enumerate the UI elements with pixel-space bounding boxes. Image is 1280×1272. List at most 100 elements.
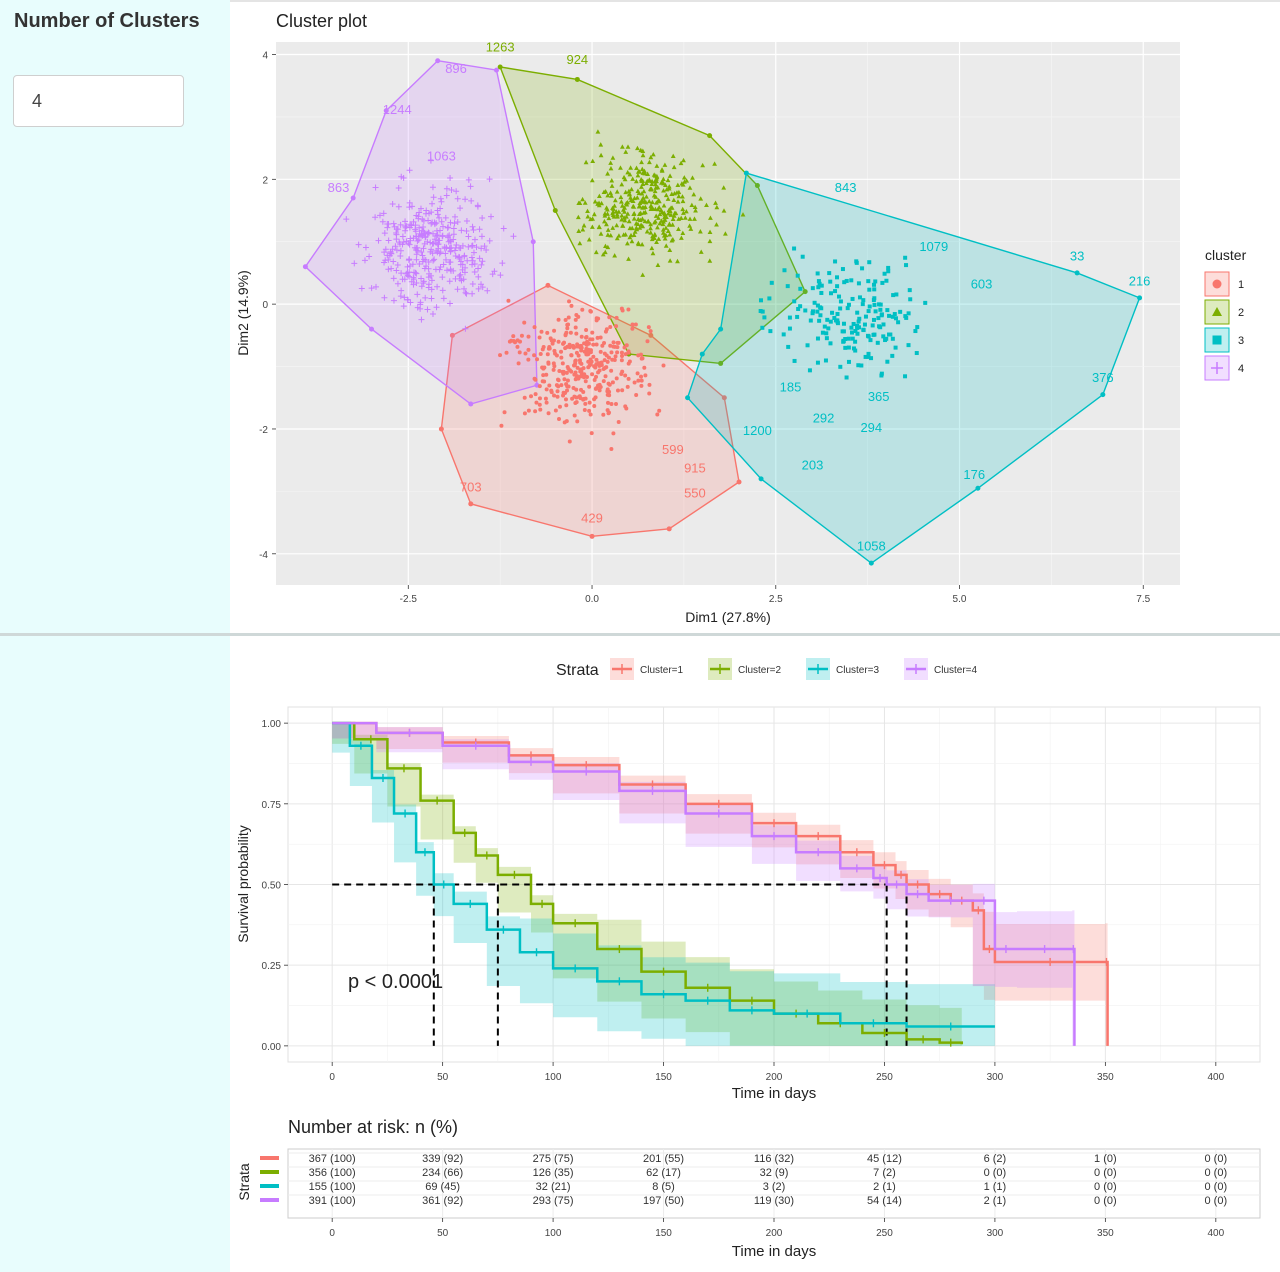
cluster-point-4 xyxy=(463,290,470,297)
cluster-point-1 xyxy=(532,325,537,330)
cluster-point-3 xyxy=(823,358,828,363)
cluster-point-4 xyxy=(419,227,426,234)
cluster-point-3 xyxy=(810,286,815,291)
cluster-point-3 xyxy=(870,323,875,328)
cluster-point-4 xyxy=(410,281,417,288)
cluster-point-2 xyxy=(625,169,631,175)
cluster-point-3 xyxy=(828,319,833,324)
cluster-point-4 xyxy=(390,275,397,282)
cluster-point-4 xyxy=(389,200,396,207)
cluster-point-1 xyxy=(607,410,612,415)
cluster-point-3 xyxy=(786,344,791,349)
num-clusters-input[interactable] xyxy=(13,75,184,127)
cluster-point-3 xyxy=(866,351,871,356)
cluster-point-4 xyxy=(473,244,480,251)
cluster-point-1 xyxy=(541,344,546,349)
cluster-point-1 xyxy=(537,402,542,407)
cluster-y-tick-label: -4 xyxy=(259,550,268,561)
cluster-point-1 xyxy=(566,322,571,327)
cluster-point-1 xyxy=(600,343,605,348)
cluster-point-1 xyxy=(615,340,620,345)
cluster-hull-vertex xyxy=(589,533,595,539)
cluster-point-3 xyxy=(879,313,884,318)
cluster-point-4 xyxy=(497,272,504,279)
cluster-point-4 xyxy=(410,218,417,225)
cluster-grid xyxy=(276,42,1180,585)
cluster-point-4 xyxy=(483,246,490,253)
cluster-point-3 xyxy=(884,278,889,283)
cluster-point-3 xyxy=(842,280,847,285)
survival-y-tick-label: 1.00 xyxy=(262,719,282,730)
cluster-point-4 xyxy=(410,276,417,283)
cluster-point-2 xyxy=(669,238,675,243)
cluster-point-4 xyxy=(422,294,429,301)
cluster-point-2 xyxy=(610,225,616,230)
cluster-point-1 xyxy=(607,382,612,387)
strata-legend-label: Cluster=2 xyxy=(738,665,782,676)
cluster-point-2 xyxy=(577,240,583,246)
cluster-x-axis-label: Dim1 (27.8%) xyxy=(685,609,771,625)
cluster-point-1 xyxy=(515,344,520,349)
cluster-point-3 xyxy=(824,336,829,341)
cluster-point-2 xyxy=(654,174,660,180)
cluster-point-4 xyxy=(463,217,470,224)
cluster-point-4 xyxy=(424,306,431,313)
cluster-point-1 xyxy=(560,361,565,366)
cluster-point-2 xyxy=(676,189,682,195)
cluster-point-2 xyxy=(633,221,639,226)
cluster-point-4 xyxy=(397,221,404,228)
cluster-point-3 xyxy=(787,315,792,320)
cluster-point-1 xyxy=(562,340,567,345)
cluster-point-2 xyxy=(646,198,652,204)
cluster-point-1 xyxy=(648,329,653,334)
cluster-point-3 xyxy=(840,267,845,272)
cluster-point-1 xyxy=(584,334,589,339)
cluster-point-3 xyxy=(815,309,820,314)
cluster-point-2 xyxy=(639,184,644,189)
cluster-point-4 xyxy=(474,203,481,210)
cluster-point-4 xyxy=(430,230,437,237)
cluster-point-1 xyxy=(592,403,597,408)
cluster-point-1 xyxy=(585,339,590,344)
cluster-point-1 xyxy=(611,431,616,436)
cluster-point-2 xyxy=(606,215,612,221)
cluster-point-1 xyxy=(616,420,621,425)
cluster-point-1 xyxy=(523,351,528,356)
cluster-point-4 xyxy=(470,226,477,233)
survival-curve-2 xyxy=(332,721,964,1045)
cluster-point-4 xyxy=(471,260,478,267)
cluster-point-4 xyxy=(428,286,435,293)
cluster-point-2 xyxy=(665,196,671,201)
cluster-point-4 xyxy=(481,243,488,250)
cluster-legend-label: 3 xyxy=(1238,335,1244,347)
cluster-point-2 xyxy=(644,229,650,234)
cluster-point-2 xyxy=(634,195,640,200)
cluster-point-1 xyxy=(555,389,560,394)
cluster-point-1 xyxy=(526,357,531,362)
cluster-point-2 xyxy=(625,211,631,216)
cluster-point-2 xyxy=(575,214,581,220)
cluster-point-4 xyxy=(457,271,464,278)
median-survival-lines xyxy=(332,883,908,1046)
cluster-point-1 xyxy=(646,325,651,330)
risk-table-cells: 367 (100) 339 (92) 275 (75) 201 (55) 116 (32… xyxy=(309,1153,1227,1207)
cluster-point-1 xyxy=(623,404,628,409)
cluster-point-1 xyxy=(655,412,660,417)
cluster-point-3 xyxy=(868,338,873,343)
cluster-point-1 xyxy=(545,352,550,357)
cluster-point-4 xyxy=(434,232,441,239)
cluster-point-2 xyxy=(657,220,663,226)
cluster-point-3 xyxy=(837,294,842,299)
cluster-point-4 xyxy=(355,241,362,248)
cluster-point-3 xyxy=(785,284,790,289)
cluster-point-4 xyxy=(499,260,506,267)
cluster-point-4 xyxy=(425,258,432,265)
cluster-point-4 xyxy=(397,252,404,259)
cluster-point-2 xyxy=(610,212,616,217)
cluster-point-4 xyxy=(414,237,421,244)
survival-x-tick-label: 300 xyxy=(987,1072,1004,1083)
cluster-point-2 xyxy=(625,144,631,149)
cluster-point-1 xyxy=(610,380,615,385)
cluster-point-2 xyxy=(642,218,648,224)
cluster-point-1 xyxy=(630,322,635,327)
